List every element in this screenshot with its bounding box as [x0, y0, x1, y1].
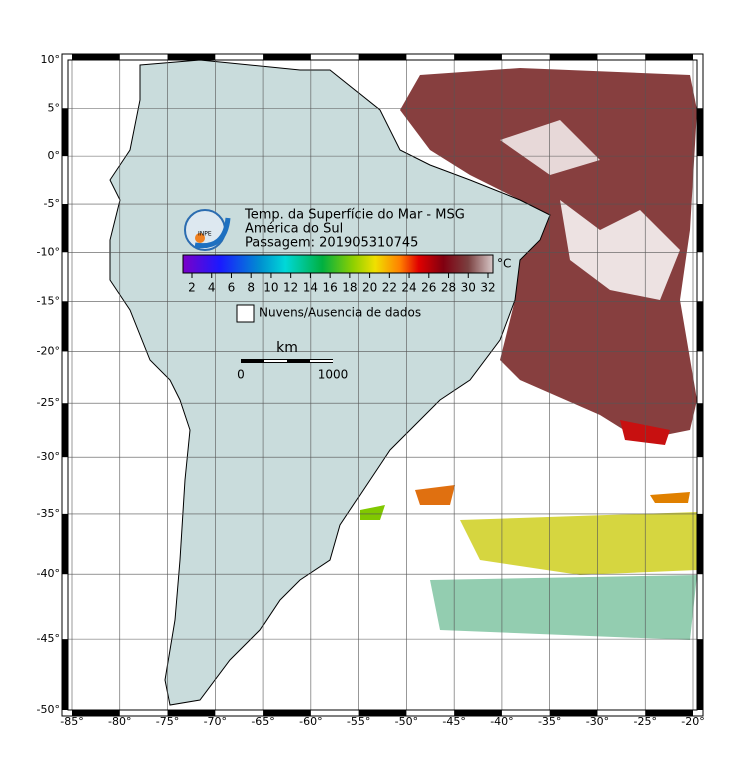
frame-bar	[72, 710, 120, 716]
region: América do Sul	[245, 222, 343, 237]
legend-swatch	[236, 304, 255, 323]
colorbar-tick-label: 28	[441, 281, 456, 295]
scale-end: 1000	[318, 368, 349, 382]
frame-bar	[62, 204, 68, 253]
warm-water	[415, 485, 455, 505]
colorbar-tick-label: 24	[401, 281, 416, 295]
mild-water	[360, 505, 385, 520]
frame-bar	[62, 301, 68, 352]
lat-label: -45°	[37, 632, 60, 645]
lon-label: -35°	[538, 715, 561, 728]
lon-label: -55°	[347, 715, 370, 728]
colorbar-tick-label: 6	[228, 281, 236, 295]
cloud	[500, 120, 600, 175]
frame-bar	[62, 403, 68, 458]
title: Temp. da Superfície do Mar - MSG	[244, 208, 465, 223]
frame-bar	[697, 639, 703, 710]
logo: INPE	[184, 209, 231, 251]
mild-water	[460, 512, 697, 575]
colorbar-unit: °C	[497, 257, 511, 271]
colorbar-tick-label: 8	[247, 281, 255, 295]
lon-label: -50°	[395, 715, 418, 728]
warm-water	[400, 68, 697, 440]
colorbar-tick-label: 20	[362, 281, 377, 295]
lat-label: 0°	[48, 149, 61, 162]
colorbar-ticks: 2 4 6 8 10 12 14 16 18 20 22 24 26 28 30 32	[188, 273, 496, 295]
frame-bar	[358, 710, 407, 716]
lat-label: 10°	[41, 53, 61, 66]
cloud	[560, 200, 680, 300]
frame-bar	[358, 54, 407, 60]
lat-label: -50°	[37, 703, 60, 716]
lat-label: -10°	[37, 245, 60, 258]
frame-bar	[62, 108, 68, 157]
lat-label: -20°	[37, 344, 60, 357]
frame-bar	[697, 204, 703, 253]
frame-bar	[697, 108, 703, 157]
lat-label: -5°	[44, 197, 60, 210]
warm-water	[650, 492, 690, 503]
colorbar-tick-label: 18	[342, 281, 357, 295]
lon-label: -30°	[586, 715, 609, 728]
sst-patches	[360, 68, 697, 640]
frame-bar	[454, 710, 502, 716]
colorbar-tick-label: 14	[303, 281, 318, 295]
scale-unit: km	[276, 340, 298, 356]
axis-labels: -85° -80° -75° -70° -65° -60° -55° -50° -45° -40°…	[37, 53, 705, 728]
frame-bar	[697, 301, 703, 352]
frame-bar	[549, 710, 598, 716]
map-border	[67, 59, 698, 711]
lat-label: -25°	[37, 396, 60, 409]
lon-label: -25°	[633, 715, 656, 728]
frame-bar	[549, 54, 598, 60]
logo-text: INPE	[198, 231, 212, 238]
lat-label: 5°	[48, 101, 61, 114]
lon-label: -40°	[490, 715, 513, 728]
frame-bar	[62, 513, 68, 575]
colorbar-tick-label: 26	[421, 281, 436, 295]
colorbar	[182, 254, 494, 274]
lon-label: -60°	[299, 715, 322, 728]
colorbar-tick-label: 4	[208, 281, 216, 295]
frame-border	[61, 53, 704, 717]
colorbar-tick-label: 22	[382, 281, 397, 295]
lon-label: -75°	[156, 715, 179, 728]
colorbar-tick-label: 32	[480, 281, 495, 295]
lat-label: -40°	[37, 567, 60, 580]
frame-bar	[645, 54, 693, 60]
colorbar-tick-label: 16	[322, 281, 337, 295]
frame-bar	[72, 54, 120, 60]
frame-bar	[167, 54, 216, 60]
frame-bar	[645, 710, 693, 716]
lon-label: -20°	[681, 715, 704, 728]
frame-bar	[263, 54, 311, 60]
pass: Passagem: 201905310745	[245, 236, 418, 251]
frame-bar	[167, 710, 216, 716]
legend-label: Nuvens/Ausencia de dados	[259, 306, 421, 320]
lon-label: -85°	[60, 715, 83, 728]
scale-start: 0	[237, 368, 245, 382]
colorbar-tick-label: 10	[263, 281, 278, 295]
frame-bar	[263, 710, 311, 716]
lon-label: -80°	[108, 715, 131, 728]
colorbar-tick-label: 2	[188, 281, 196, 295]
cool-water	[430, 575, 697, 640]
lon-label: -45°	[442, 715, 465, 728]
lon-label: -70°	[204, 715, 227, 728]
lat-label: -15°	[37, 294, 60, 307]
lat-label: -30°	[37, 450, 60, 463]
colorbar-tick-label: 12	[283, 281, 298, 295]
frame-bar	[454, 54, 502, 60]
frame-bar	[697, 513, 703, 575]
lon-label: -65°	[251, 715, 274, 728]
scale-bar	[241, 359, 333, 363]
lat-label: -35°	[37, 507, 60, 520]
frame-bar	[697, 403, 703, 458]
frame	[61, 53, 704, 717]
colorbar-tick-label: 30	[461, 281, 476, 295]
graticule	[68, 59, 697, 711]
frame-bar	[62, 639, 68, 710]
